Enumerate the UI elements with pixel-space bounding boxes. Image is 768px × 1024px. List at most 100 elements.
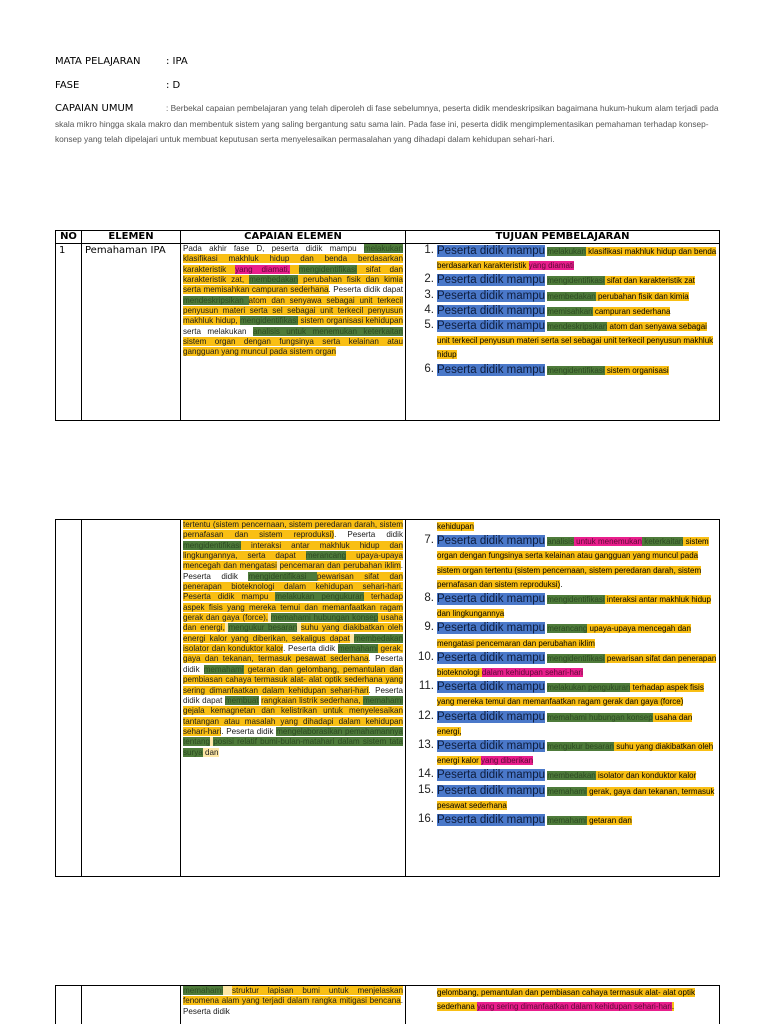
highlighted-phrase: analisis untuk menemukan	[252, 326, 364, 336]
highlighted-phrase: memahami hubungan konsep	[270, 613, 379, 623]
row-elemen: Pemahaman IPA	[81, 243, 181, 421]
fase-row: FASE: D	[55, 80, 180, 91]
highlighted-phrase: Pada akhir fase D, peserta didik mampu	[183, 244, 364, 253]
highlighted-phrase: dalam kehidupan sehari-hari	[481, 668, 583, 678]
row-number: 1	[55, 243, 82, 421]
lead-phrase: Peserta didik mampu	[437, 622, 546, 635]
highlighted-phrase: mengidentifikasi	[298, 264, 357, 274]
highlighted-phrase: memahami	[362, 695, 404, 705]
learning-objectives-table-page-2: tertentu (sistem pencernaan, sistem pere…	[55, 519, 720, 877]
highlighted-phrase: mengukur besaran	[547, 742, 614, 752]
item-number: 4.	[424, 303, 434, 316]
item-number: 13.	[418, 739, 434, 752]
lead-phrase: Peserta didik mampu	[437, 245, 546, 257]
capaian-umum: CAPAIAN UMUM: Berbekal capaian pembelaja…	[55, 101, 720, 148]
tujuan-item: 11. Peserta didik mampu melakukan penguku…	[410, 680, 717, 709]
capaian-umum-text: : Berbekal capaian pembelajaran yang tel…	[55, 103, 719, 144]
highlighted-phrase: .	[671, 1002, 675, 1012]
highlighted-phrase: sifat dan karakteristik zat	[604, 276, 695, 286]
lead-phrase: Peserta didik mampu	[437, 814, 546, 827]
item-number: 14.	[418, 768, 434, 781]
tujuan-continuation: gelombang, pemantulan dan pembiasan caha…	[410, 986, 717, 1014]
item-number: 2.	[424, 273, 434, 286]
highlighted-phrase: mendeskripsikan	[547, 322, 608, 332]
capaian-umum-label: CAPAIAN UMUM	[55, 103, 134, 114]
table-row: 1 Pemahaman IPA Pada akhir fase D, peser…	[55, 243, 720, 421]
tujuan-item: 10. Peserta didik mampu mengidentifikasi …	[410, 651, 717, 680]
highlighted-phrase: mengidentifikasi	[248, 571, 317, 581]
highlighted-phrase: analisis	[547, 537, 574, 547]
tujuan-item: 4. Peserta didik mampu memisahkan campura…	[410, 304, 717, 319]
tujuan-item: 12. Peserta didik mampu memahami hubungan…	[410, 710, 717, 739]
highlighted-phrase: mendeskripsikan	[183, 295, 249, 305]
col-header-tujuan-pembelajaran: TUJUAN PEMBELAJARAN	[405, 230, 720, 244]
tujuan-item: 14. Peserta didik mampu membedakan isolat…	[410, 768, 717, 783]
highlighted-phrase: getaran dan	[586, 816, 632, 826]
highlighted-phrase: melakukan pengukuran	[547, 683, 631, 693]
lead-phrase: Peserta didik mampu	[437, 274, 546, 287]
highlighted-phrase: untuk menemukan	[573, 537, 642, 547]
item-number: 3.	[424, 288, 434, 301]
highlighted-phrase: sistem organisasi kehidupan	[298, 316, 403, 326]
highlighted-phrase: yang diamati,	[235, 264, 290, 274]
item-number: 12.	[418, 709, 434, 722]
highlighted-phrase: yang sering dimanfaatkan dalam kehidupan…	[477, 1002, 672, 1012]
table-header-row: NO ELEMEN CAPAIAN ELEMEN TUJUAN PEMBELAJ…	[55, 230, 720, 244]
highlighted-phrase: struktur lapisan bumi untuk menjelaskan …	[183, 986, 404, 1006]
tujuan-pembelajaran-cell: gelombang, pemantulan dan pembiasan caha…	[405, 985, 720, 1024]
col-header-capaian-elemen: CAPAIAN ELEMEN	[180, 230, 406, 244]
fase-label: FASE	[55, 80, 80, 91]
highlighted-phrase: keterkaitan	[363, 326, 404, 336]
highlighted-phrase: memahami	[547, 786, 587, 796]
mata-pelajaran-label: MATA PELAJARAN	[55, 56, 141, 67]
highlighted-phrase: perubahan fisik dan kimia	[595, 291, 689, 301]
highlighted-phrase: merancang	[547, 624, 588, 634]
highlighted-phrase: mengidentifikasi	[547, 653, 605, 663]
highlighted-phrase: mengidentifikasi	[547, 365, 605, 375]
highlighted-phrase	[297, 623, 301, 633]
mata-pelajaran-value: : IPA	[166, 56, 188, 67]
highlighted-phrase: memahami	[547, 816, 587, 826]
lead-phrase: Peserta didik mampu	[437, 740, 546, 753]
capaian-elemen-text: tertentu (sistem pencernaan, sistem pere…	[183, 520, 404, 758]
tujuan-pembelajaran-cell: kehidupan 7. Peserta didik mampu analisis…	[405, 519, 720, 877]
highlighted-phrase: mengukur besaran	[228, 623, 298, 633]
highlighted-phrase: membuat	[224, 695, 259, 705]
capaian-elemen-cell: memahami struktur lapisan bumi untuk men…	[180, 985, 406, 1024]
item-number: 6.	[424, 362, 434, 375]
lead-phrase: Peserta didik mampu	[437, 651, 546, 664]
highlighted-phrase: melakukan	[547, 247, 586, 256]
item-number: 9.	[424, 621, 434, 634]
tujuan-item: 5. Peserta didik mampu mendeskripsikan at…	[410, 319, 717, 363]
highlighted-phrase: yang diberikan	[481, 756, 534, 766]
table-row: tertentu (sistem pencernaan, sistem pere…	[55, 519, 720, 877]
item-number: 1.	[424, 244, 434, 256]
highlighted-phrase: sistem organisasi	[604, 365, 669, 375]
mata-pelajaran-row: MATA PELAJARAN : IPA	[55, 56, 188, 67]
highlighted-phrase: mengidentifikasi	[547, 595, 605, 605]
highlighted-phrase: memahami	[203, 664, 244, 674]
item-number: 5.	[424, 319, 434, 332]
item-number: 15.	[418, 783, 434, 796]
capaian-elemen-cell: tertentu (sistem pencernaan, sistem pere…	[180, 519, 406, 877]
highlighted-phrase: membedakan	[353, 633, 403, 643]
item-number: 8.	[424, 592, 434, 605]
highlighted-phrase	[224, 623, 229, 633]
highlighted-phrase: . Peserta didik	[283, 644, 338, 654]
tujuan-item: 15. Peserta didik mampu memahami gerak, g…	[410, 784, 717, 813]
row-elemen-empty	[81, 519, 181, 877]
highlighted-phrase	[268, 613, 271, 623]
highlighted-phrase: memahami hubungan konsep	[547, 712, 653, 722]
lead-phrase: Peserta didik mampu	[437, 710, 546, 723]
tujuan-item: 13. Peserta didik mampu mengukur besaran …	[410, 739, 717, 768]
lead-phrase: Peserta didik mampu	[437, 535, 546, 548]
row-number-empty	[55, 985, 82, 1024]
highlighted-phrase: campuran sederhana	[592, 306, 671, 316]
highlighted-phrase	[223, 986, 232, 995]
highlighted-phrase: memisahkan	[547, 306, 593, 316]
col-header-elemen: ELEMEN	[81, 230, 181, 244]
highlighted-phrase: dan	[202, 747, 219, 757]
highlighted-phrase: serta melakukan	[183, 326, 253, 336]
highlighted-phrase: membedakan	[249, 275, 299, 285]
highlighted-phrase: isolator dan konduktor kalor	[183, 644, 284, 654]
